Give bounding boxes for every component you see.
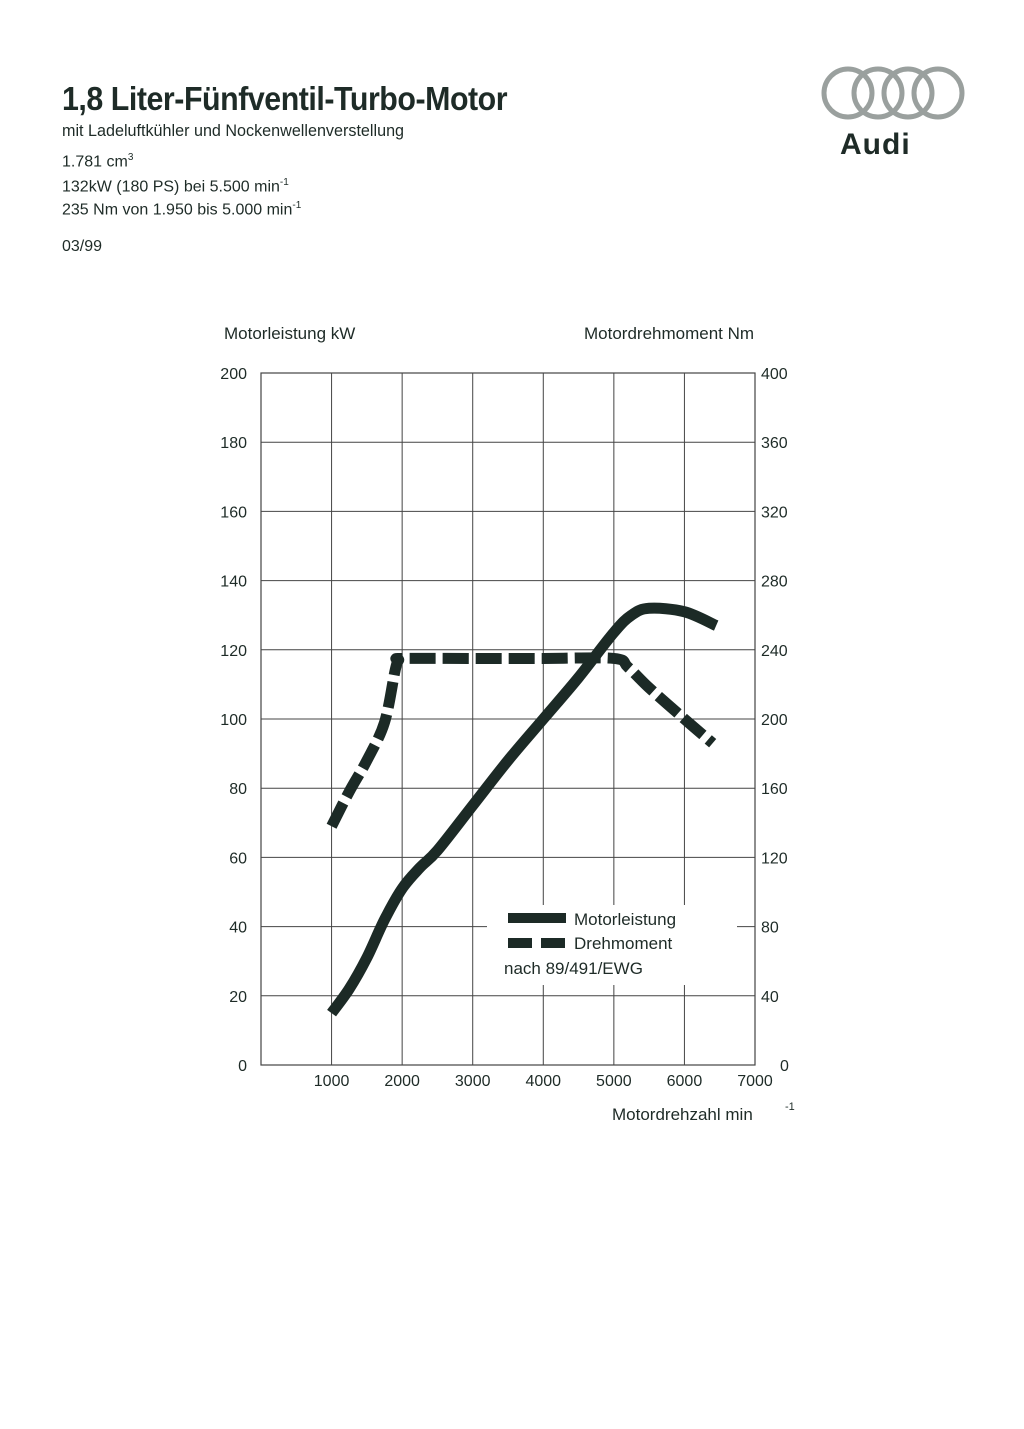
y-left-tick-label: 60 (229, 850, 247, 867)
y-left-tick-label: 20 (229, 989, 247, 1006)
date: 03/99 (62, 238, 103, 255)
y-right-tick-label: 400 (761, 366, 788, 383)
y-left-tick-label: 40 (229, 920, 247, 937)
y-right-axis-label: Motordrehmoment Nm (584, 324, 754, 343)
y-right-tick-label: 280 (761, 574, 788, 591)
spec-torque: 235 Nm von 1.950 bis 5.000 min-1 (62, 200, 301, 219)
x-tick-label: 4000 (525, 1073, 561, 1090)
y-left-axis-label: Motorleistung kW (224, 324, 355, 343)
x-tick-label: 2000 (384, 1073, 420, 1090)
y-right-tick-label: 120 (761, 850, 788, 867)
power-sup: -1 (279, 177, 289, 188)
legend-label-drehmoment: Drehmoment (574, 934, 673, 953)
y-right-tick-label: 200 (761, 712, 788, 729)
y-right-tick-label: 240 (761, 643, 788, 660)
displacement-text: 1.781 cm (62, 153, 128, 171)
series-line-drehmoment (326, 652, 717, 829)
y-left-tick-label: 100 (220, 712, 247, 729)
y-left-tick-label: 160 (220, 504, 247, 521)
x-tick-label: 1000 (314, 1073, 350, 1090)
y-left-tick-label: 80 (229, 781, 247, 798)
x-tick-label: 5000 (596, 1073, 632, 1090)
subtitle: mit Ladeluftkühler und Nockenwellenverst… (62, 121, 405, 140)
y-left-tick-label: 200 (220, 366, 247, 383)
y-left-tick-label: 120 (220, 643, 247, 660)
y-right-tick-label: 80 (761, 920, 779, 937)
page-title: 1,8 Liter-Fünfventil-Turbo-Motor (62, 80, 508, 117)
torque-sup: -1 (292, 200, 302, 211)
y-right-tick-label: 160 (761, 781, 788, 798)
y-left-tick-label: 140 (220, 574, 247, 591)
y-left-tick-label: 180 (220, 435, 247, 452)
y-right-tick-label: 360 (761, 435, 788, 452)
legend-note: nach 89/491/EWG (504, 959, 643, 978)
x-axis-label-sup: -1 (785, 1101, 795, 1113)
y-left-tick-label: 0 (238, 1058, 247, 1075)
displacement-sup: 3 (127, 152, 134, 163)
y-right-tick-label: 320 (761, 504, 788, 521)
x-tick-label: 3000 (455, 1073, 491, 1090)
y-right-tick-label: 40 (761, 989, 779, 1006)
y-right-tick-label: 0 (780, 1058, 789, 1075)
audi-rings-logo (821, 66, 965, 120)
x-tick-label: 6000 (667, 1073, 703, 1090)
x-axis-label: Motordrehzahl min (612, 1105, 753, 1124)
spec-displacement: 1.781 cm3 (62, 152, 133, 171)
power-text: 132kW (180 PS) bei 5.500 min (62, 178, 280, 196)
x-tick-label: 7000 (737, 1073, 773, 1090)
series-line-motorleistung (327, 602, 719, 1017)
spec-power: 132kW (180 PS) bei 5.500 min-1 (62, 177, 289, 196)
audi-wordmark: Audi (840, 128, 911, 161)
torque-text: 235 Nm von 1.950 bis 5.000 min (62, 201, 293, 219)
legend-label-motorleistung: Motorleistung (574, 910, 676, 929)
